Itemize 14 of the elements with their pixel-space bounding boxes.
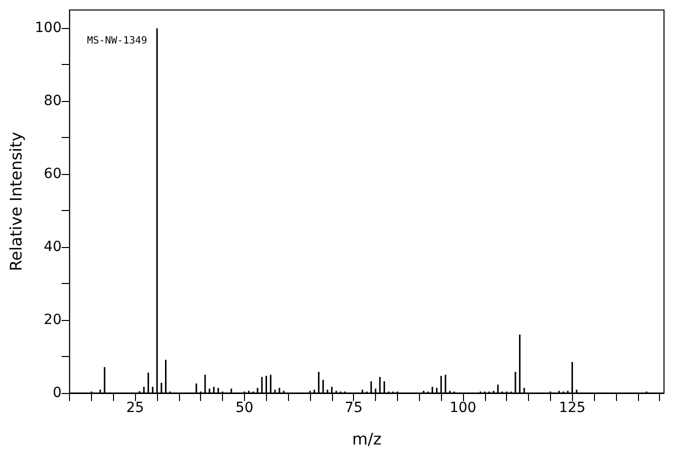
x-tick-label: 25 <box>126 400 144 416</box>
x-axis-title: m/z <box>352 430 382 448</box>
x-tick-label: 100 <box>450 400 476 416</box>
y-tick-label: 40 <box>44 239 62 256</box>
y-tick-label: 0 <box>52 385 62 401</box>
y-tick-label: 20 <box>44 312 62 328</box>
y-tick-label: 60 <box>44 166 62 182</box>
x-tick-label: 125 <box>558 400 586 416</box>
annotation: MS-NW-1349 <box>87 36 148 46</box>
y-tick-label: 100 <box>34 20 62 36</box>
x-tick-label: 75 <box>344 400 363 416</box>
y-tick-label: 80 <box>44 93 62 110</box>
y-axis-title: Relative Intensity <box>6 132 26 272</box>
x-tick-label: 50 <box>236 400 254 416</box>
